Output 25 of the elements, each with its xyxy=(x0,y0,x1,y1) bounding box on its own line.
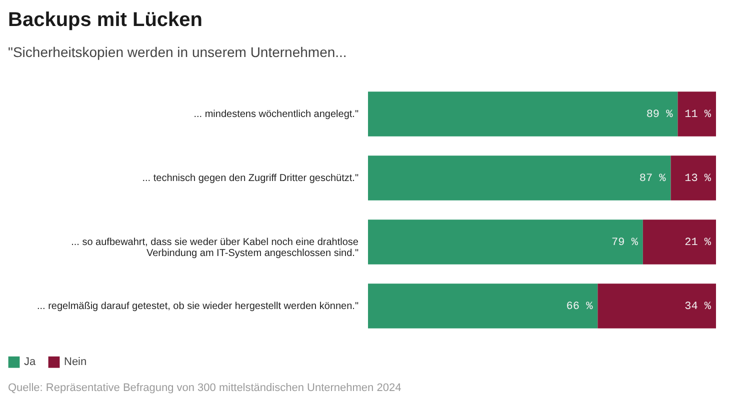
legend-label: Nein xyxy=(64,356,87,368)
data-label: 87 % xyxy=(639,173,666,185)
data-label: 11 % xyxy=(684,109,712,121)
bar xyxy=(368,284,598,328)
y-tick-label: ... so aufbewahrt, dass sie weder über Kabel noch eine drahtlose Verbindung am IT-System angeschlossen sind." xyxy=(71,237,359,259)
bar xyxy=(642,220,716,264)
y-tick-label: ... regelmäßig darauf getestet, ob sie wieder hergestellt werden können." xyxy=(36,301,359,312)
data-label: 21 % xyxy=(684,237,712,249)
bar xyxy=(670,156,716,200)
data-label: 34 % xyxy=(684,301,712,313)
text: "Sicherheitskopien werden in unserem Unternehmen... xyxy=(8,44,347,60)
y-tick-label: ... technisch gegen den Zugriff Dritter geschützt." xyxy=(142,173,359,184)
data-label: 66 % xyxy=(566,301,594,313)
source-note: Quelle: Repräsentative Befragung von 300 mittelständischen Unternehmen 2024 xyxy=(8,382,402,394)
legend-label: Ja xyxy=(24,356,36,368)
bar xyxy=(368,220,643,264)
text: Backups mit Lücken xyxy=(8,9,203,31)
data-label: 79 % xyxy=(612,237,638,249)
data-label: 89 % xyxy=(646,109,674,121)
bar xyxy=(598,284,716,328)
data-label: 13 % xyxy=(684,173,712,185)
bar xyxy=(368,156,671,200)
bar xyxy=(368,92,678,136)
y-tick-label: ... mindestens wöchentlich angelegt." xyxy=(194,109,359,120)
bar xyxy=(678,92,716,136)
